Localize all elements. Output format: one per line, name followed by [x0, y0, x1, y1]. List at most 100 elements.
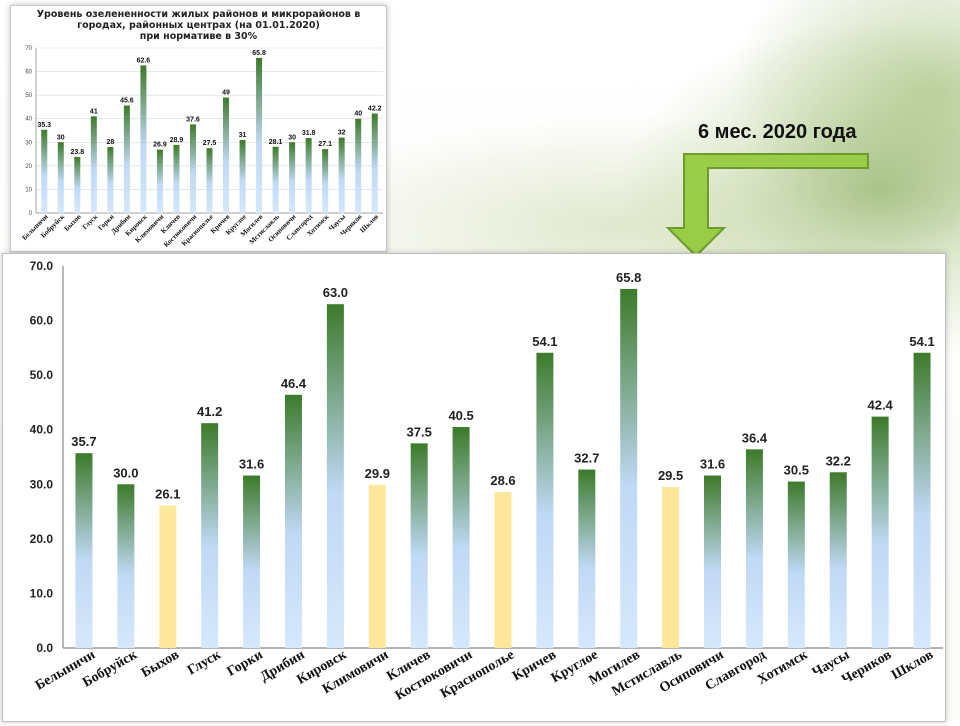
- y-tick-label: 10: [25, 187, 32, 193]
- y-tick-label: 50: [25, 93, 32, 99]
- y-tick-label: 70.0: [30, 259, 54, 273]
- previous-chart-panel: Уровень озелененности жилых районов и ми…: [10, 5, 387, 252]
- data-label: 28: [106, 139, 114, 146]
- category-label: Глуск: [185, 647, 225, 678]
- bar: [223, 97, 230, 213]
- category-label: Быхов: [63, 213, 83, 233]
- category-label: Шклов: [358, 213, 380, 235]
- bar: [829, 472, 847, 648]
- data-label: 29.5: [658, 468, 683, 483]
- bar: [494, 491, 512, 648]
- data-label: 35.3: [37, 122, 51, 129]
- bar: [536, 352, 554, 648]
- data-label: 32: [338, 130, 346, 137]
- data-label: 49: [222, 90, 230, 97]
- data-label: 31.8: [302, 130, 316, 137]
- bar: [410, 443, 428, 648]
- data-label: 31: [239, 132, 247, 139]
- bar: [256, 57, 263, 214]
- y-tick-label: 30.0: [30, 477, 54, 491]
- bar: [578, 469, 596, 648]
- data-label: 35.7: [71, 434, 96, 449]
- y-tick-label: 70: [25, 46, 32, 52]
- bar: [368, 484, 386, 648]
- bar: [787, 481, 805, 648]
- data-label: 37.5: [407, 424, 432, 439]
- bar: [156, 149, 163, 213]
- data-label: 30: [288, 134, 296, 141]
- data-label: 40: [354, 111, 362, 118]
- previous-chart-title: Уровень озелененности жилых районов и ми…: [11, 9, 386, 42]
- y-tick-label: 20: [25, 164, 32, 170]
- data-label: 62.6: [137, 57, 151, 64]
- bar: [322, 149, 329, 213]
- category-label: Быхов: [139, 647, 182, 681]
- y-tick-label: 30: [25, 140, 32, 146]
- data-label: 37.6: [186, 116, 200, 123]
- bar: [371, 113, 378, 213]
- previous-chart-svg: 01020304050607035.3Белыничи30Бобруйск23.…: [21, 46, 383, 249]
- bar: [326, 304, 344, 648]
- y-tick-label: 0.0: [36, 641, 53, 655]
- data-label: 30.0: [113, 465, 138, 480]
- bar: [704, 475, 722, 648]
- bar: [272, 146, 279, 213]
- data-label: 42.2: [368, 106, 382, 113]
- bar: [74, 156, 81, 213]
- bar: [913, 352, 931, 648]
- bar: [620, 288, 638, 648]
- data-label: 28.9: [170, 137, 184, 144]
- bar: [57, 142, 64, 213]
- bar: [107, 147, 114, 213]
- y-tick-label: 0: [29, 211, 33, 217]
- previous-chart-title-line: городах, районных центрах (на 01.01.2020…: [77, 20, 320, 31]
- data-label: 40.5: [448, 408, 473, 423]
- data-label: 26.1: [155, 487, 180, 502]
- bar: [41, 129, 48, 213]
- y-tick-label: 40.0: [30, 423, 54, 437]
- y-tick-label: 50.0: [30, 368, 54, 382]
- bar: [452, 426, 470, 648]
- bar: [140, 65, 147, 213]
- data-label: 41: [90, 108, 98, 115]
- data-label: 54.1: [909, 334, 934, 349]
- bar: [355, 118, 362, 213]
- bar: [201, 423, 219, 648]
- bar: [239, 139, 246, 213]
- data-label: 65.8: [252, 50, 266, 57]
- data-label: 31.6: [239, 457, 264, 472]
- category-label: Шклов: [889, 647, 936, 683]
- bar: [123, 105, 130, 213]
- bar: [243, 475, 261, 648]
- data-label: 42.4: [867, 398, 893, 413]
- data-label: 46.4: [281, 376, 307, 391]
- data-label: 45.6: [120, 98, 134, 105]
- bar: [90, 116, 97, 213]
- y-tick-label: 60.0: [30, 314, 54, 328]
- current-chart-panel: 0.0 10.0 20.0 30.0 40.0 50.0 60.0 70.0 35.7 Белын…: [2, 253, 946, 722]
- data-label: 30: [57, 134, 65, 141]
- data-label: 28.6: [490, 473, 515, 488]
- data-label: 27.1: [318, 141, 332, 148]
- data-label: 63.0: [323, 285, 348, 300]
- down-arrow-shape: [665, 153, 869, 258]
- data-label: 65.8: [616, 270, 641, 285]
- current-chart-svg: 0.010.020.030.040.050.060.070.035.7Белын…: [30, 259, 943, 704]
- data-label: 31.6: [700, 457, 725, 472]
- data-label: 32.7: [574, 451, 599, 466]
- bar: [745, 449, 763, 648]
- bar: [662, 487, 680, 648]
- data-label: 23.8: [70, 149, 84, 156]
- down-arrow-icon: [665, 153, 869, 258]
- bar: [189, 124, 196, 213]
- bar: [206, 148, 213, 213]
- previous-chart-title-line: при нормативе в 30%: [139, 31, 258, 42]
- period-label: 6 мес. 2020 года: [698, 121, 857, 143]
- data-label: 26.9: [153, 142, 167, 149]
- y-tick-label: 20.0: [30, 532, 54, 546]
- y-tick-label: 10.0: [30, 586, 54, 600]
- bar: [338, 137, 345, 213]
- data-label: 30.5: [784, 463, 809, 478]
- bar: [289, 142, 296, 213]
- data-label: 32.2: [826, 453, 851, 468]
